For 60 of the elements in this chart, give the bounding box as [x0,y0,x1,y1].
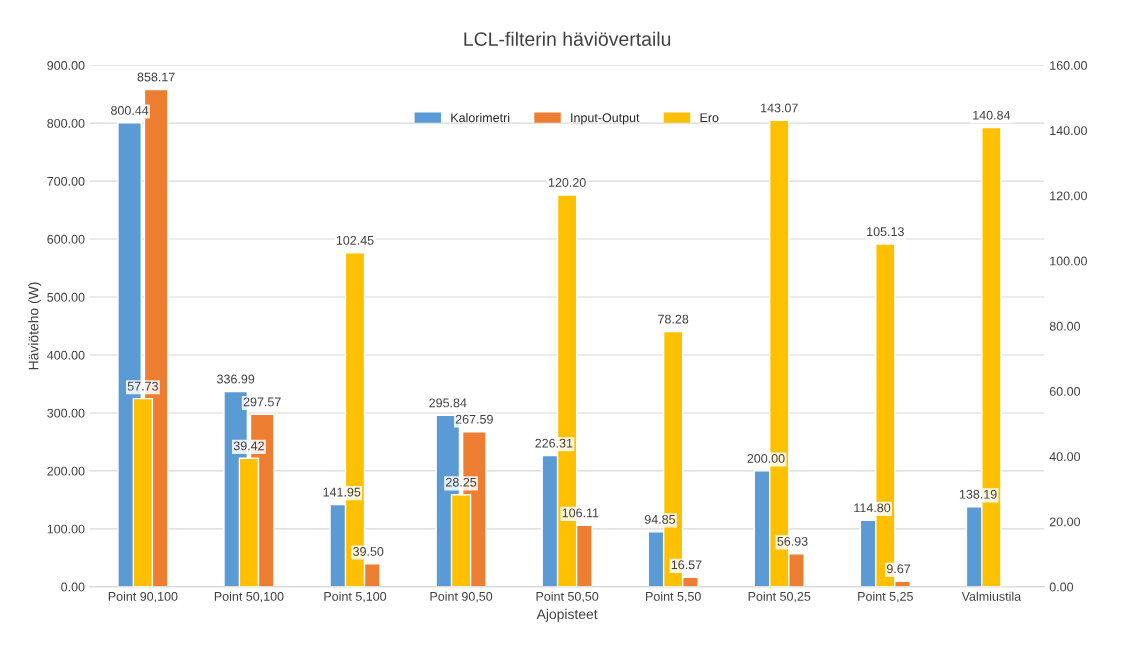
chart-title: LCL-filterin häviövertailu [464,31,671,46]
y-tick-label: 100.00 [47,524,85,534]
x-tick-label: Point 50,50 [536,591,599,603]
y-tick-label: 300.00 [47,408,85,418]
y2-tick-label: 0.00 [1049,582,1074,592]
y2-tick-label: 40.00 [1049,452,1081,462]
data-label: 56.93 [777,536,808,546]
data-label: 138.19 [959,489,997,499]
data-label: 143.07 [761,103,798,113]
y2-tick-label: 100.00 [1050,256,1087,266]
y-tick-label: 400.00 [47,350,85,360]
data-label: 114.80 [854,503,891,513]
data-label: 94.85 [644,514,676,524]
x-tick-label: Point 50,100 [214,591,284,603]
data-label: 78.28 [658,314,689,324]
y2-tick-label: 160.00 [1050,61,1087,70]
y-tick-label: 900.00 [47,61,85,70]
y-axis-title: Häviöteho (W) [28,282,42,370]
x-tick-label: Point 5,50 [646,591,701,603]
legend-label: Kalorimetri [451,112,510,123]
data-label: 28.25 [446,477,477,487]
data-label: 57.73 [127,381,158,391]
data-label: 336.99 [217,374,255,384]
data-label: 226.31 [535,438,573,448]
y-tick-label: 0.00 [61,582,85,592]
data-label: 295.84 [429,398,467,408]
data-label: 39.42 [233,441,264,451]
y2-tick-label: 20.00 [1049,517,1081,527]
y-tick-label: 800.00 [47,118,85,128]
legend-label: Input-Output [571,113,640,125]
data-label: 105.13 [867,227,904,237]
data-label: 858.17 [137,72,175,82]
data-label: 9.67 [886,564,911,574]
data-label: 120.20 [548,178,586,187]
data-label: 16.57 [671,560,702,570]
data-label: 800.44 [111,106,149,115]
data-label: 200.00 [747,454,785,463]
x-tick-label: Point 50,25 [748,591,811,603]
legend-label: Ero [700,113,719,123]
data-label: 39.50 [353,547,384,556]
data-label: 102.45 [336,235,374,245]
data-label: 140.84 [973,110,1011,120]
y2-tick-label: 140.00 [1050,126,1087,136]
x-axis-title: Ajopisteet [536,608,598,622]
x-tick-label: Point 5,25 [858,591,913,603]
x-tick-label: Point 90,100 [108,591,178,603]
y-tick-label: 500.00 [47,292,85,302]
y2-tick-label: 60.00 [1049,387,1081,396]
data-label: 106.11 [562,508,599,518]
y-tick-label: 700.00 [47,176,85,186]
y2-tick-label: 80.00 [1049,321,1081,331]
y-tick-label: 200.00 [47,466,85,476]
y-tick-label: 600.00 [47,234,85,244]
x-tick-label: Point 5,100 [324,591,387,603]
x-tick-label: Point 90,50 [430,591,493,603]
y2-tick-label: 120.00 [1050,191,1087,201]
data-label: 267.59 [455,414,493,424]
x-tick-label: Valmiustila [961,591,1022,601]
data-label: 141.95 [323,487,361,497]
data-label: 297.57 [243,397,281,407]
